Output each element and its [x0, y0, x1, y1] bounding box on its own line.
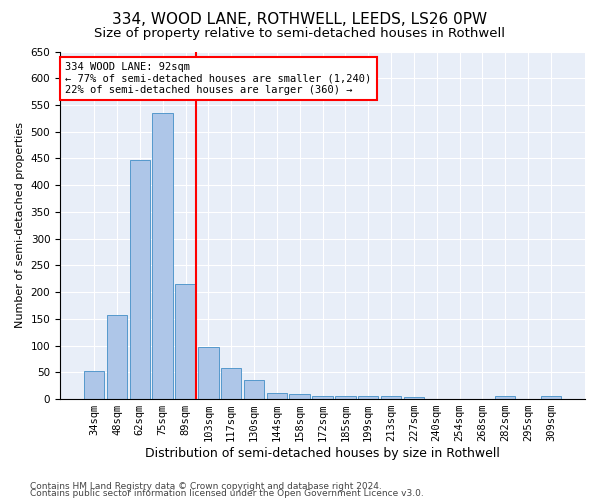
Bar [381, 396, 401, 399]
Bar [312, 396, 333, 399]
Bar [358, 396, 379, 399]
Bar [152, 113, 173, 399]
Text: Size of property relative to semi-detached houses in Rothwell: Size of property relative to semi-detach… [95, 28, 505, 40]
Bar [244, 380, 264, 399]
Text: Contains public sector information licensed under the Open Government Licence v3: Contains public sector information licen… [30, 490, 424, 498]
Text: 334 WOOD LANE: 92sqm
← 77% of semi-detached houses are smaller (1,240)
22% of se: 334 WOOD LANE: 92sqm ← 77% of semi-detac… [65, 62, 371, 95]
Text: 334, WOOD LANE, ROTHWELL, LEEDS, LS26 0PW: 334, WOOD LANE, ROTHWELL, LEEDS, LS26 0P… [112, 12, 488, 28]
Bar [175, 284, 196, 399]
Bar [289, 394, 310, 399]
Bar [495, 396, 515, 399]
Bar [541, 396, 561, 399]
Bar [404, 397, 424, 399]
X-axis label: Distribution of semi-detached houses by size in Rothwell: Distribution of semi-detached houses by … [145, 447, 500, 460]
Bar [84, 372, 104, 399]
Bar [130, 160, 150, 399]
Bar [107, 315, 127, 399]
Bar [266, 393, 287, 399]
Y-axis label: Number of semi-detached properties: Number of semi-detached properties [15, 122, 25, 328]
Bar [198, 346, 218, 399]
Text: Contains HM Land Registry data © Crown copyright and database right 2024.: Contains HM Land Registry data © Crown c… [30, 482, 382, 491]
Bar [335, 396, 356, 399]
Bar [221, 368, 241, 399]
